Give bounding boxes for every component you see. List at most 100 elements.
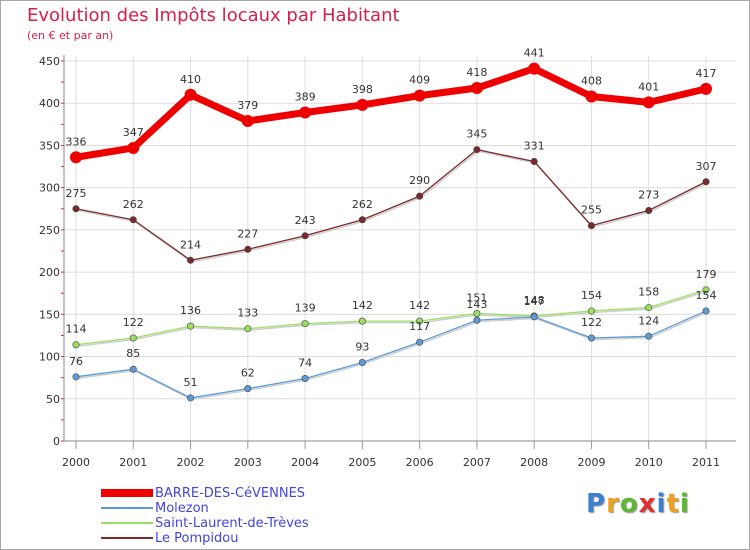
data-label-barre-des-cevennes: 410 — [180, 73, 201, 86]
data-label-le-pompidou: 243 — [295, 214, 316, 227]
x-tick-label: 2007 — [463, 456, 491, 469]
series-line-molezon — [75, 310, 707, 399]
data-point-barre-des-cevennes — [356, 98, 369, 111]
y-tick-label: 100 — [39, 351, 60, 364]
data-label-molezon: 122 — [581, 316, 602, 329]
data-point-le-pompidou — [645, 206, 653, 214]
legend-label: BARRE-DES-CéVENNES — [155, 486, 306, 501]
data-point-saint-laurent-de-treves — [645, 304, 653, 312]
data-point-barre-des-cevennes — [470, 82, 483, 95]
legend-swatch — [101, 537, 153, 539]
data-point-le-pompidou — [702, 178, 710, 186]
data-point-le-pompidou — [530, 157, 538, 165]
data-point-le-pompidou — [416, 192, 424, 200]
data-point-saint-laurent-de-treves — [587, 307, 595, 315]
data-label-molezon: 147 — [524, 295, 545, 308]
proxiti-logo: Proxiti — [586, 489, 690, 519]
data-label-barre-des-cevennes: 336 — [66, 135, 87, 148]
data-label-molezon: 93 — [355, 340, 369, 353]
grid-layer — [64, 56, 736, 441]
data-point-le-pompidou — [301, 232, 309, 240]
data-label-molezon: 51 — [184, 376, 198, 389]
data-label-saint-laurent-de-treves: 114 — [66, 323, 87, 336]
series-shadow-le-pompidou — [76, 150, 708, 263]
data-point-saint-laurent-de-treves — [129, 334, 137, 342]
data-label-le-pompidou: 345 — [466, 128, 487, 141]
legend-label: Le Pompidou — [155, 531, 239, 546]
legend-label: Saint-Laurent-de-Trèves — [155, 516, 309, 531]
x-tick-label: 2001 — [119, 456, 147, 469]
series-line-barre-des-cevennes — [72, 65, 710, 161]
data-label-barre-des-cevennes: 418 — [466, 66, 487, 79]
data-label-barre-des-cevennes: 379 — [237, 99, 258, 112]
y-tick-label: 0 — [53, 435, 60, 448]
data-point-molezon — [587, 334, 595, 342]
data-point-barre-des-cevennes — [528, 62, 541, 75]
data-point-barre-des-cevennes — [413, 89, 426, 102]
data-label-le-pompidou: 331 — [524, 139, 545, 152]
series-line-le-pompidou — [75, 149, 707, 261]
data-point-molezon — [187, 394, 195, 402]
data-label-saint-laurent-de-treves: 142 — [352, 299, 373, 312]
chart-subtitle: (en € et par an) — [27, 29, 114, 42]
data-point-molezon — [301, 375, 309, 383]
series-shadow-molezon — [76, 311, 708, 401]
data-label-saint-laurent-de-treves: 154 — [581, 289, 602, 302]
legend-swatch — [101, 522, 153, 524]
y-tick-label: 200 — [39, 266, 60, 279]
data-point-le-pompidou — [244, 245, 252, 253]
data-point-saint-laurent-de-treves — [473, 309, 481, 317]
data-label-barre-des-cevennes: 401 — [638, 80, 659, 93]
data-label-saint-laurent-de-treves: 151 — [466, 291, 487, 304]
data-point-saint-laurent-de-treves — [72, 341, 80, 349]
data-label-saint-laurent-de-treves: 122 — [123, 316, 144, 329]
y-tick-label: 150 — [39, 308, 60, 321]
data-point-molezon — [702, 307, 710, 315]
data-label-molezon: 124 — [638, 314, 659, 327]
data-point-barre-des-cevennes — [241, 114, 254, 127]
x-tick-label: 2003 — [234, 456, 262, 469]
data-label-le-pompidou: 227 — [237, 227, 258, 240]
data-label-saint-laurent-de-treves: 158 — [638, 286, 659, 299]
data-label-le-pompidou: 307 — [696, 160, 717, 173]
data-label-barre-des-cevennes: 417 — [696, 67, 717, 80]
x-tick-label: 2004 — [291, 456, 319, 469]
logo-letter: x — [638, 489, 657, 519]
data-label-saint-laurent-de-treves: 139 — [295, 302, 316, 315]
data-point-molezon — [244, 385, 252, 393]
data-label-barre-des-cevennes: 408 — [581, 74, 602, 87]
data-point-le-pompidou — [129, 216, 137, 224]
data-label-barre-des-cevennes: 441 — [524, 47, 545, 60]
data-label-molezon: 143 — [466, 298, 487, 311]
logo-letter: o — [619, 489, 639, 519]
logo-letter: i — [656, 489, 667, 519]
y-tick-label: 50 — [46, 393, 60, 406]
series-line-saint-laurent-de-treves — [75, 289, 707, 346]
data-point-barre-des-cevennes — [585, 90, 598, 103]
data-point-barre-des-cevennes — [70, 151, 82, 164]
data-point-le-pompidou — [473, 146, 481, 154]
x-tick-label: 2002 — [177, 456, 205, 469]
logo-letter: t — [666, 489, 680, 519]
axis-layer: 0 50 100 150 200 250 300 350 400 450 2000 2001 2002 2… — [39, 55, 736, 469]
x-tick-label: 2008 — [520, 456, 548, 469]
legend-swatch — [101, 489, 153, 497]
data-label-molezon: 74 — [298, 357, 312, 370]
data-label-le-pompidou: 214 — [180, 238, 201, 251]
data-label-saint-laurent-de-treves: 148 — [524, 294, 545, 307]
data-point-barre-des-cevennes — [700, 82, 712, 95]
data-label-molezon: 85 — [126, 347, 140, 360]
legend-label: Molezon — [155, 501, 209, 516]
data-label-saint-laurent-de-treves: 179 — [696, 268, 717, 281]
y-tick-label: 300 — [39, 182, 60, 195]
logo-letter: P — [586, 489, 607, 519]
data-point-le-pompidou — [358, 216, 366, 224]
data-label-molezon: 154 — [696, 289, 717, 302]
x-tick-label: 2009 — [577, 456, 605, 469]
data-point-barre-des-cevennes — [127, 141, 140, 154]
data-label-le-pompidou: 262 — [352, 198, 373, 211]
data-point-molezon — [129, 365, 137, 373]
data-point-molezon — [72, 373, 80, 381]
data-point-molezon — [530, 313, 538, 321]
